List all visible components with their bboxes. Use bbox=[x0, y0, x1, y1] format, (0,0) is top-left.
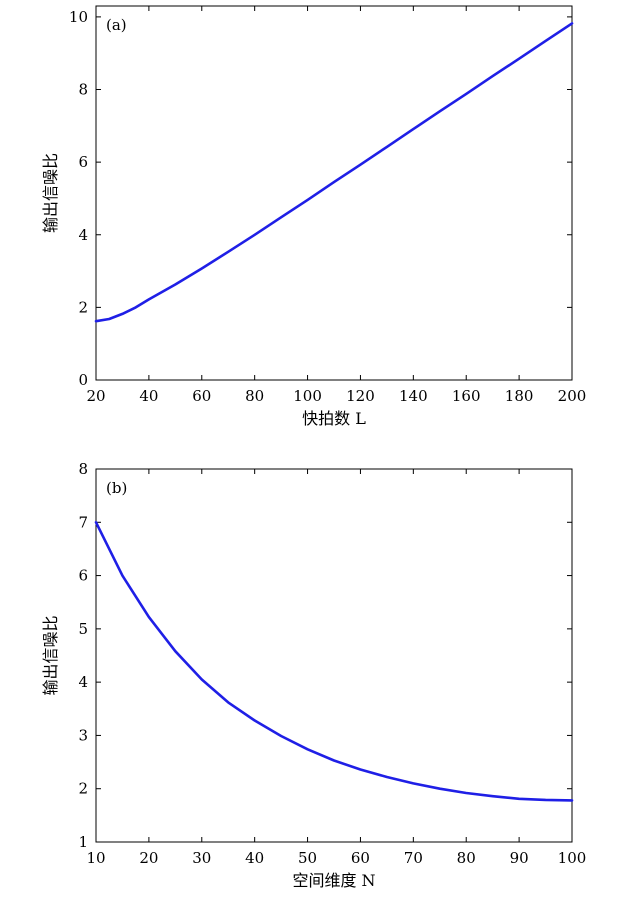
chart-panel-a: 20 40 60 80 100 120 140 160 180 200 0 2 4 6 8 10 快拍数 L 输出… bbox=[41, 5, 587, 428]
x-tick-label: 10 bbox=[86, 849, 105, 867]
y-tick-label: 2 bbox=[78, 780, 88, 798]
x-axis-label: 空间维度 N bbox=[292, 871, 375, 890]
y-tick-label: 3 bbox=[78, 726, 88, 744]
x-tick-label: 200 bbox=[558, 387, 587, 405]
x-tick-label: 20 bbox=[86, 387, 105, 405]
y-tick-label: 2 bbox=[78, 298, 88, 316]
x-tick-label: 100 bbox=[558, 849, 587, 867]
series-line bbox=[94, 22, 574, 323]
y-tick-label: 4 bbox=[78, 226, 88, 244]
x-tick-label: 90 bbox=[510, 849, 529, 867]
x-tick-label: 180 bbox=[505, 387, 534, 405]
x-tick-label: 160 bbox=[452, 387, 481, 405]
x-tick-label: 100 bbox=[293, 387, 322, 405]
panel-label: (a) bbox=[106, 16, 127, 34]
y-tick-label: 4 bbox=[78, 673, 88, 691]
y-axis-label: 输出信噪比 bbox=[41, 153, 60, 233]
y-tick-label: 8 bbox=[78, 460, 88, 478]
x-tick-label: 40 bbox=[245, 849, 264, 867]
x-axis-label: 快拍数 L bbox=[302, 409, 366, 428]
y-tick-label: 1 bbox=[78, 833, 88, 851]
y-tick-label: 6 bbox=[78, 567, 88, 585]
x-tick-label: 60 bbox=[351, 849, 370, 867]
x-tick-label: 30 bbox=[192, 849, 211, 867]
chart-panel-b: 10 20 30 40 50 60 70 80 90 100 1 2 3 4 5 6 7 8 空间维度 N 输出信噪比… bbox=[41, 460, 586, 890]
x-tick-label: 120 bbox=[346, 387, 375, 405]
y-tick-label: 10 bbox=[69, 8, 88, 26]
x-tick-label: 40 bbox=[139, 387, 158, 405]
x-tick-label: 50 bbox=[298, 849, 317, 867]
y-tick-label: 5 bbox=[78, 620, 88, 638]
plot-frame bbox=[95, 468, 573, 843]
x-tick-label: 140 bbox=[399, 387, 428, 405]
x-tick-label: 60 bbox=[192, 387, 211, 405]
y-tick-label: 6 bbox=[78, 153, 88, 171]
series-line bbox=[94, 521, 574, 802]
x-tick-label: 80 bbox=[245, 387, 264, 405]
y-tick-label: 8 bbox=[78, 81, 88, 99]
y-tick-label: 7 bbox=[78, 513, 88, 531]
y-tick-label: 0 bbox=[78, 371, 88, 389]
x-tick-label: 80 bbox=[457, 849, 476, 867]
x-tick-label: 70 bbox=[404, 849, 423, 867]
y-axis-label: 输出信噪比 bbox=[41, 615, 60, 695]
plot-frame bbox=[95, 5, 573, 381]
x-tick-label: 20 bbox=[139, 849, 158, 867]
panel-label: (b) bbox=[106, 479, 127, 497]
